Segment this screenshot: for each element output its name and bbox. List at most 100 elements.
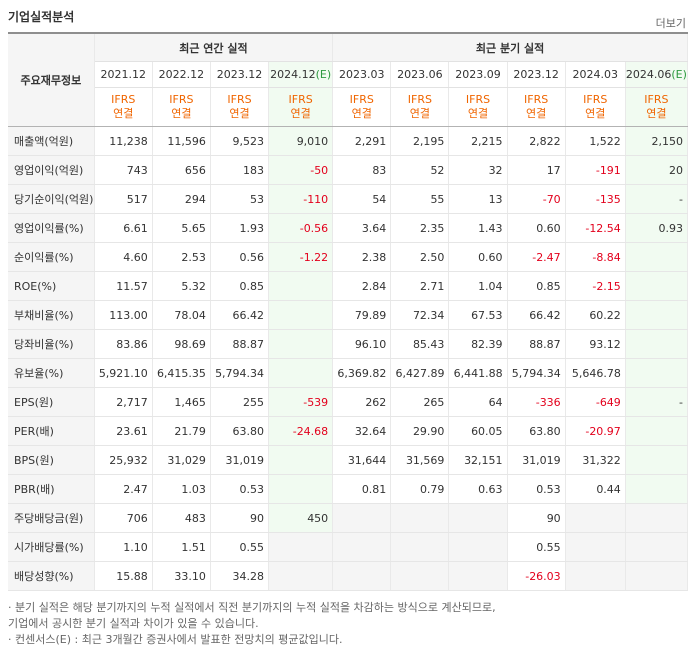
table-cell: 0.85 (507, 271, 566, 301)
period-text: 2024.06 (625, 68, 672, 81)
table-cell: 1.10 (94, 532, 153, 562)
table-row: PBR(배) 2.47 1.03 0.53 0.81 0.79 0.63 0.53 0.44 (8, 474, 689, 504)
table-cell: 78.04 (152, 300, 211, 330)
ifrs-label: IFRS 연결 (332, 87, 392, 127)
section-title: 기업실적분석 (8, 10, 75, 24)
row-label: ROE(%) (8, 271, 95, 301)
table-cell: 255 (210, 387, 270, 417)
table-row: 영업이익(억원) 743 656 183 -50 83 52 32 17 -191 20 (8, 155, 689, 185)
table-cell: 20 (625, 155, 689, 185)
table-cell: -1.22 (268, 242, 334, 272)
table-cell: 2.35 (390, 213, 450, 243)
row-label: PER(배) (8, 416, 95, 446)
table-cell (268, 445, 334, 475)
table-cell: 9,523 (210, 126, 270, 156)
table-cell (625, 271, 689, 301)
table-row: 배당성향(%) 15.88 33.10 34.28 -26.03 (8, 561, 689, 591)
table-cell: 294 (152, 184, 211, 214)
table-cell (625, 503, 689, 533)
row-label: 부채비율(%) (8, 300, 95, 330)
table-cell: 31,019 (507, 445, 566, 475)
table-cell (625, 561, 689, 591)
ifrs-label: IFRS 연결 (565, 87, 626, 127)
table-cell: 0.53 (210, 474, 270, 504)
table-cell: 1.51 (152, 532, 211, 562)
table-cell: 79.89 (332, 300, 392, 330)
row-label: 시가배당률(%) (8, 532, 95, 562)
table-cell: 1,465 (152, 387, 211, 417)
table-cell: 9,010 (268, 126, 334, 156)
table-cell: 11.57 (94, 271, 153, 301)
row-label: 당기순이익(억원) (8, 184, 95, 214)
table-cell: 2,150 (625, 126, 689, 156)
group-header-row: 주요재무정보 최근 연간 실적 최근 분기 실적 (8, 32, 688, 127)
row-label: 유보율(%) (8, 358, 95, 388)
table-cell: 483 (152, 503, 211, 533)
table-cell: 0.81 (332, 474, 392, 504)
more-link[interactable]: 더보기 (655, 17, 686, 30)
table-cell: 6,369.82 (332, 358, 392, 388)
table-cell (268, 532, 334, 562)
table-cell: 88.87 (507, 329, 566, 359)
row-label: 영업이익(억원) (8, 155, 95, 185)
table-cell: 29.90 (390, 416, 450, 446)
period-header: 2021.12 (94, 61, 153, 88)
table-cell: 706 (94, 503, 153, 533)
table-cell: 4.60 (94, 242, 153, 272)
table-cell (625, 242, 689, 272)
row-label: 순이익률(%) (8, 242, 95, 272)
table-cell: 72.34 (390, 300, 450, 330)
table-row: 시가배당률(%) 1.10 1.51 0.55 0.55 (8, 532, 689, 562)
row-head-label: 주요재무정보 (8, 32, 95, 127)
table-cell: 60.22 (565, 300, 626, 330)
table-cell: 90 (210, 503, 270, 533)
table-row: EPS(원) 2,717 1,465 255 -539 262 265 64 -336 -649- (8, 387, 689, 417)
table-cell: 2.47 (94, 474, 153, 504)
table-cell: 34.28 (210, 561, 270, 591)
table-cell: 1.43 (448, 213, 508, 243)
section-header: 기업실적분석 더보기 (8, 0, 686, 30)
table-row: 당기순이익(억원) 517 294 53 -110 54 55 13 -70 -135- (8, 184, 689, 214)
table-cell: 0.56 (210, 242, 270, 272)
period-header: 2023.06 (390, 61, 450, 88)
table-cell: 1.04 (448, 271, 508, 301)
table-cell: 0.55 (210, 532, 270, 562)
footnote-line: 기업에서 공시한 분기 실적과 차이가 있을 수 있습니다. (8, 617, 259, 630)
estimate-mark: (E) (315, 68, 332, 81)
ifrs-label: IFRS 연결 (210, 87, 270, 127)
table-cell: 55 (390, 184, 450, 214)
row-label: 영업이익률(%) (8, 213, 95, 243)
table-cell: 1.93 (210, 213, 270, 243)
table-cell (448, 532, 508, 562)
table-cell: 0.53 (507, 474, 566, 504)
table-cell: -110 (268, 184, 334, 214)
row-label: 매출액(억원) (8, 126, 95, 156)
table-cell: 83.86 (94, 329, 153, 359)
table-cell: 52 (390, 155, 450, 185)
table-row: BPS(원) 25,932 31,029 31,019 31,644 31,569 32,1… (8, 445, 689, 475)
estimate-mark: (E) (671, 68, 687, 81)
table-cell: -0.56 (268, 213, 334, 243)
table-cell: -336 (507, 387, 566, 417)
table-cell: 183 (210, 155, 270, 185)
row-label: 당좌비율(%) (8, 329, 95, 359)
row-label: EPS(원) (8, 387, 95, 417)
row-label: 배당성향(%) (8, 561, 95, 591)
ifrs-label: IFRS 연결 (152, 87, 211, 127)
period-header: 2023.12 (507, 61, 566, 88)
table-cell: 15.88 (94, 561, 153, 591)
table-cell: 66.42 (507, 300, 566, 330)
table-row: 부채비율(%) 113.00 78.04 66.42 79.89 72.34 67.53 66… (8, 300, 689, 330)
ifrs-label: IFRS 연결 (448, 87, 508, 127)
row-label: 주당배당금(원) (8, 503, 95, 533)
table-cell: -8.84 (565, 242, 626, 272)
table-cell: 31,322 (565, 445, 626, 475)
financial-table: 주요재무정보 최근 연간 실적 최근 분기 실적 2021.12 2022.12 2… (8, 32, 689, 591)
table-cell: 23.61 (94, 416, 153, 446)
table-cell (625, 358, 689, 388)
table-cell (565, 561, 626, 591)
table-row: 영업이익률(%) 6.61 5.65 1.93 -0.56 3.64 2.35 1.43 0.6… (8, 213, 689, 243)
ifrs-label: IFRS 연결 (625, 87, 689, 127)
row-label: PBR(배) (8, 474, 95, 504)
table-cell: 656 (152, 155, 211, 185)
